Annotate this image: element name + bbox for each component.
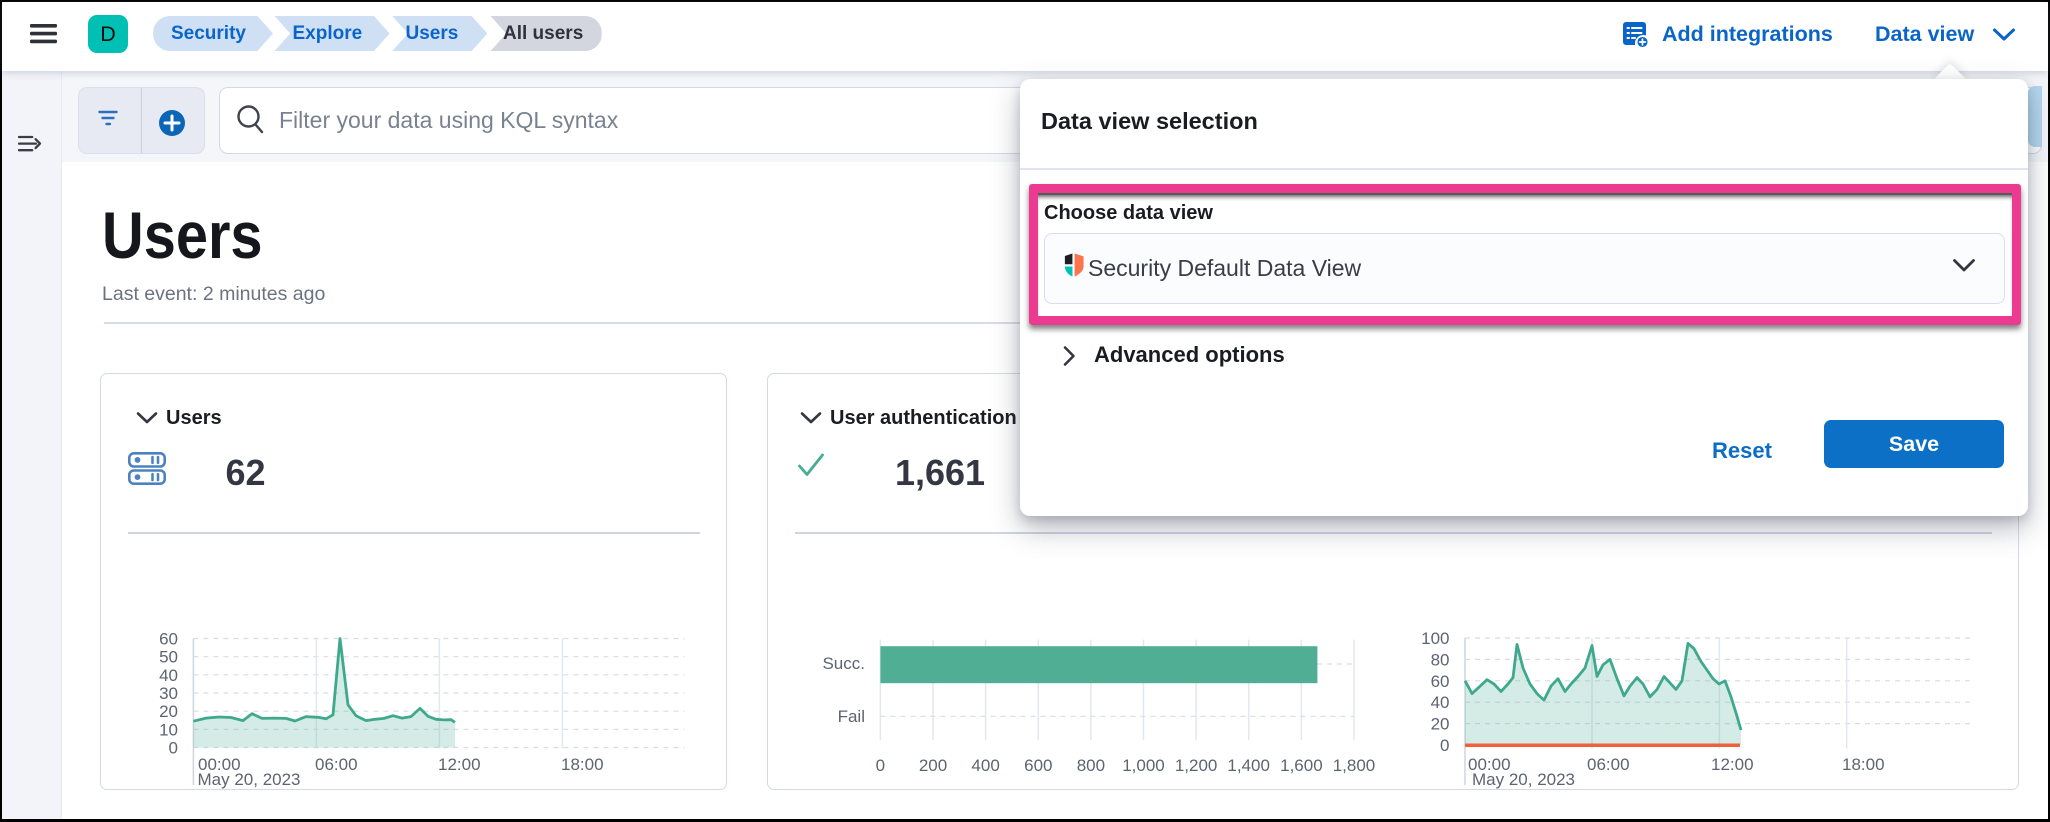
svg-text:1,000: 1,000 bbox=[1122, 756, 1165, 775]
svg-text:200: 200 bbox=[919, 756, 947, 775]
svg-text:1,400: 1,400 bbox=[1227, 756, 1270, 775]
svg-text:12:00: 12:00 bbox=[438, 755, 481, 774]
svg-text:100: 100 bbox=[1421, 629, 1449, 648]
svg-text:May 20, 2023: May 20, 2023 bbox=[1472, 770, 1575, 789]
svg-text:40: 40 bbox=[159, 666, 178, 685]
svg-text:60: 60 bbox=[159, 630, 178, 649]
svg-text:1,800: 1,800 bbox=[1333, 756, 1376, 775]
svg-text:50: 50 bbox=[159, 648, 178, 667]
svg-text:Fail: Fail bbox=[838, 707, 865, 726]
svg-text:06:00: 06:00 bbox=[315, 755, 358, 774]
svg-text:1,600: 1,600 bbox=[1280, 756, 1323, 775]
svg-text:00:00: 00:00 bbox=[198, 755, 241, 774]
svg-text:Succ.: Succ. bbox=[822, 654, 865, 673]
svg-text:40: 40 bbox=[1431, 693, 1450, 712]
svg-text:18:00: 18:00 bbox=[1842, 755, 1885, 774]
svg-text:20: 20 bbox=[159, 702, 178, 721]
svg-text:30: 30 bbox=[159, 684, 178, 703]
svg-text:80: 80 bbox=[1431, 650, 1450, 669]
svg-text:0: 0 bbox=[876, 756, 885, 775]
svg-text:20: 20 bbox=[1431, 715, 1450, 734]
svg-text:600: 600 bbox=[1024, 756, 1052, 775]
svg-text:18:00: 18:00 bbox=[561, 755, 604, 774]
svg-text:0: 0 bbox=[1440, 736, 1449, 755]
svg-text:10: 10 bbox=[159, 720, 178, 739]
svg-text:1,200: 1,200 bbox=[1175, 756, 1218, 775]
svg-text:00:00: 00:00 bbox=[1468, 755, 1511, 774]
svg-text:12:00: 12:00 bbox=[1711, 755, 1754, 774]
svg-text:May 20, 2023: May 20, 2023 bbox=[198, 770, 301, 789]
svg-text:800: 800 bbox=[1077, 756, 1105, 775]
svg-text:06:00: 06:00 bbox=[1587, 755, 1630, 774]
svg-text:400: 400 bbox=[971, 756, 999, 775]
svg-text:60: 60 bbox=[1431, 672, 1450, 691]
svg-text:0: 0 bbox=[169, 739, 178, 758]
